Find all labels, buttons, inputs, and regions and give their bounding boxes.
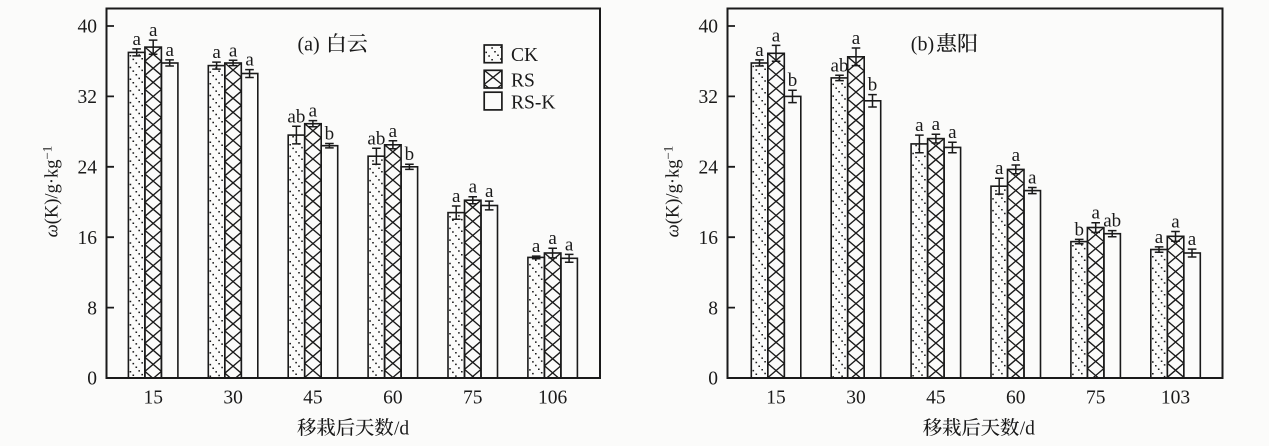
svg-text:a: a: [212, 42, 221, 63]
svg-text:a: a: [469, 177, 478, 198]
svg-text:a: a: [1028, 168, 1037, 189]
svg-text:a: a: [452, 186, 461, 207]
svg-text:RS-K: RS-K: [511, 92, 555, 113]
svg-text:a: a: [915, 115, 924, 136]
svg-text:b: b: [405, 144, 415, 165]
svg-text:8: 8: [87, 298, 97, 319]
svg-text:15: 15: [143, 388, 163, 409]
svg-text:a: a: [532, 236, 541, 257]
svg-text:106: 106: [538, 388, 568, 409]
svg-text:60: 60: [1006, 388, 1026, 409]
svg-text:a: a: [995, 158, 1004, 179]
svg-text:a: a: [245, 50, 254, 71]
svg-text:a: a: [309, 101, 318, 122]
svg-text:a: a: [389, 121, 398, 142]
svg-text:ab: ab: [367, 128, 385, 149]
svg-text:60: 60: [383, 388, 403, 409]
svg-text:16: 16: [78, 228, 98, 249]
svg-text:ab: ab: [831, 55, 849, 76]
svg-text:24: 24: [78, 158, 98, 179]
svg-text:30: 30: [846, 388, 866, 409]
svg-text:ab: ab: [1103, 211, 1121, 232]
svg-text:15: 15: [766, 388, 786, 409]
svg-text:b: b: [325, 124, 335, 145]
svg-text:40: 40: [78, 17, 98, 38]
svg-text:45: 45: [926, 388, 946, 409]
svg-text:/d: /d: [394, 418, 409, 439]
svg-text:a: a: [772, 25, 781, 46]
svg-text:ω(K)/g·kg−1: ω(K)/g·kg−1: [40, 146, 63, 238]
svg-text:75: 75: [463, 388, 483, 409]
svg-text:a: a: [932, 114, 941, 135]
svg-text:32: 32: [78, 87, 98, 108]
svg-text:a: a: [132, 29, 141, 50]
svg-text:a: a: [165, 40, 174, 61]
svg-text:b: b: [1074, 219, 1084, 240]
svg-text:40: 40: [699, 17, 719, 38]
svg-text:a: a: [948, 122, 957, 143]
svg-text:a: a: [1091, 203, 1100, 224]
svg-text:a: a: [755, 40, 764, 61]
svg-text:b: b: [868, 75, 878, 96]
svg-text:103: 103: [1161, 388, 1190, 409]
svg-text:b: b: [788, 70, 798, 91]
svg-text:ab: ab: [287, 106, 305, 127]
svg-text:(b): (b): [911, 33, 934, 55]
svg-text:ω(K)/g·kg−1: ω(K)/g·kg−1: [661, 146, 684, 238]
svg-text:24: 24: [699, 158, 719, 179]
svg-text:75: 75: [1086, 388, 1106, 409]
svg-text:CK: CK: [511, 45, 538, 66]
svg-text:a: a: [1188, 229, 1197, 250]
svg-text:16: 16: [699, 228, 719, 249]
svg-text:/d: /d: [1020, 418, 1035, 439]
svg-text:a: a: [565, 234, 574, 255]
svg-text:45: 45: [303, 388, 323, 409]
svg-text:32: 32: [699, 87, 719, 108]
svg-text:0: 0: [708, 369, 718, 390]
svg-text:a: a: [1012, 145, 1021, 166]
svg-text:30: 30: [223, 388, 243, 409]
svg-text:a: a: [852, 28, 861, 49]
svg-text:RS: RS: [511, 71, 535, 92]
svg-text:a: a: [1171, 212, 1180, 233]
svg-text:8: 8: [708, 298, 718, 319]
svg-text:a: a: [149, 20, 158, 41]
svg-text:a: a: [485, 181, 494, 202]
svg-text:a: a: [548, 228, 557, 249]
svg-text:a: a: [229, 40, 238, 61]
svg-text:0: 0: [87, 369, 97, 390]
svg-text:a: a: [1155, 227, 1164, 248]
svg-text:(a): (a): [298, 33, 320, 55]
